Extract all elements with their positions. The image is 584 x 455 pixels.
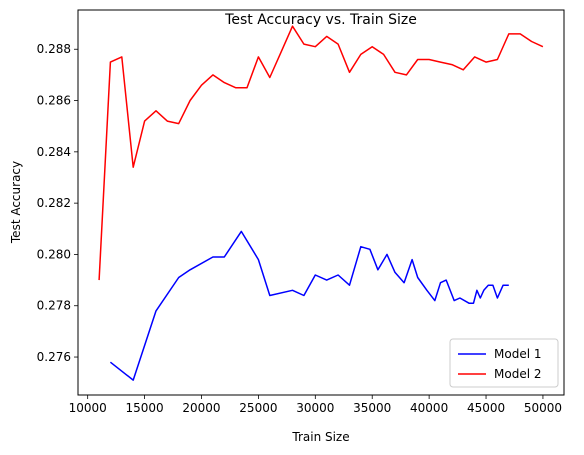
legend-box xyxy=(449,338,559,388)
y-tick-label: 0.284 xyxy=(37,145,71,159)
x-tick-label: 40000 xyxy=(410,401,448,415)
x-tick-label: 25000 xyxy=(239,401,277,415)
y-tick-label: 0.276 xyxy=(37,350,71,364)
x-tick-label: 20000 xyxy=(182,401,220,415)
plot-area-frame xyxy=(77,9,565,396)
y-axis-ticks: 0.276 0.278 0.280 0.282 0.284 0.286 0.288 xyxy=(37,42,78,364)
chart-title: Test Accuracy vs. Train Size xyxy=(224,12,417,28)
legend-label-2: Model 2 xyxy=(494,367,541,381)
series-line-1 xyxy=(109,230,509,381)
y-tick-label: 0.288 xyxy=(37,42,71,56)
y-tick-label: 0.278 xyxy=(37,299,71,313)
x-axis-label: Train Size xyxy=(291,430,349,444)
series-line-2 xyxy=(98,25,544,281)
x-axis-ticks: 10000 15000 20000 25000 30000 35000 40000 45000… xyxy=(69,395,562,415)
x-tick-label: 15000 xyxy=(125,401,163,415)
series-layer xyxy=(98,25,544,381)
x-tick-label: 35000 xyxy=(353,401,391,415)
x-tick-label: 10000 xyxy=(69,401,107,415)
x-tick-label: 30000 xyxy=(296,401,334,415)
y-tick-label: 0.286 xyxy=(37,94,71,108)
legend: Model 1 Model 2 xyxy=(449,338,559,388)
y-tick-label: 0.280 xyxy=(37,247,71,261)
x-tick-label: 45000 xyxy=(467,401,505,415)
legend-label-1: Model 1 xyxy=(494,347,541,361)
y-axis-label: Test Accuracy xyxy=(9,161,23,244)
x-tick-label: 50000 xyxy=(524,401,562,415)
y-tick-label: 0.282 xyxy=(37,196,71,210)
